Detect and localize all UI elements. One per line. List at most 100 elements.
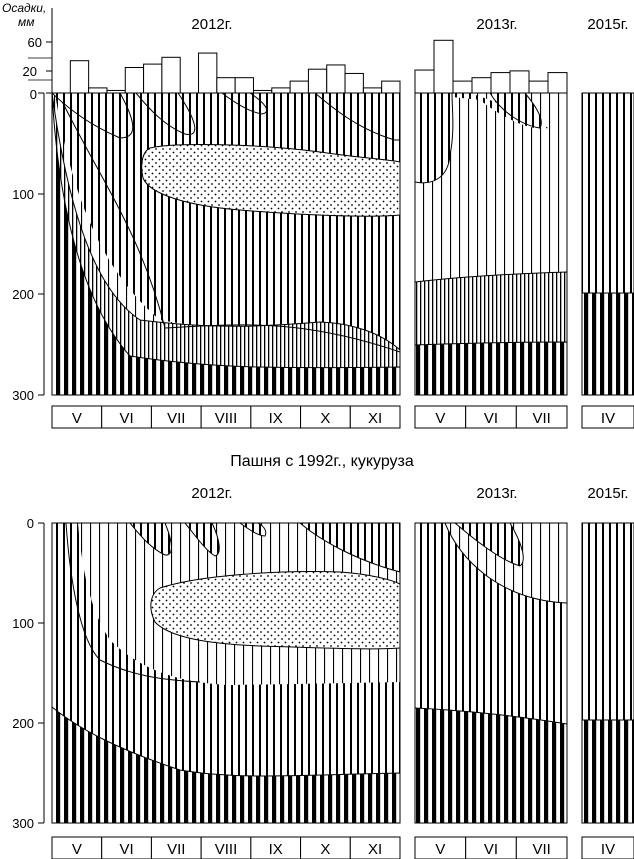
month-label: V bbox=[435, 410, 445, 427]
zones-2012 bbox=[52, 93, 400, 395]
zone-medium bbox=[582, 523, 634, 720]
depth-tick-label: 100 bbox=[12, 616, 34, 631]
month-label: VI bbox=[484, 410, 498, 427]
precip-bar bbox=[124, 67, 145, 94]
month-cell bbox=[349, 836, 401, 859]
bottom-panel: 2012г. 2013г. 2015г. 0 100 200 300 bbox=[12, 485, 634, 859]
month-label: VI bbox=[119, 410, 133, 427]
precip-bar bbox=[307, 68, 328, 94]
zone-dotted bbox=[150, 571, 400, 650]
zones-2013 bbox=[415, 93, 567, 395]
year-title-2013: 2013г. bbox=[476, 16, 517, 33]
zone-dense bbox=[415, 341, 567, 395]
precip-bar bbox=[547, 72, 568, 94]
precip-bar bbox=[381, 80, 401, 94]
zone-medium bbox=[582, 93, 634, 293]
year-title-2013: 2013г. bbox=[476, 485, 517, 502]
zones-2015 bbox=[582, 93, 634, 395]
panel-title-bottom: Пашня с 1992г., кукуруза bbox=[230, 453, 414, 470]
precip-bar bbox=[433, 39, 454, 94]
month-cell bbox=[581, 405, 634, 429]
zone-medium bbox=[415, 93, 548, 129]
depth-tick-label: 300 bbox=[12, 388, 34, 403]
zone-pocket bbox=[129, 523, 172, 556]
precip-bar bbox=[414, 69, 435, 94]
zone-pocket bbox=[415, 93, 454, 184]
year-title-2012: 2012г. bbox=[191, 16, 232, 33]
zone-pocket bbox=[489, 93, 542, 129]
precip-bar bbox=[528, 80, 549, 94]
precip-bar bbox=[344, 72, 364, 94]
month-label: VIII bbox=[215, 410, 238, 427]
zone-dense bbox=[415, 707, 567, 823]
zone-dense bbox=[52, 706, 400, 823]
month-label: IV bbox=[601, 410, 615, 427]
month-label: VII bbox=[532, 841, 550, 858]
month-label: VII bbox=[167, 410, 185, 427]
frame-2012 bbox=[51, 522, 401, 824]
year-title-2015: 2015г. bbox=[587, 485, 628, 502]
month-label: V bbox=[72, 841, 82, 858]
zone-pocket bbox=[52, 93, 134, 139]
precip-tick-label: 20 bbox=[23, 64, 37, 79]
zone-fine bbox=[52, 93, 400, 395]
precip-bar bbox=[216, 77, 236, 94]
zone-medium bbox=[52, 523, 400, 823]
precip-bar bbox=[362, 87, 383, 94]
month-label: X bbox=[320, 841, 330, 858]
zones-2012 bbox=[52, 523, 400, 823]
month-cell bbox=[349, 405, 401, 429]
month-cell bbox=[581, 836, 634, 859]
depth-tick-label: 200 bbox=[12, 287, 34, 302]
zones-2013 bbox=[415, 523, 567, 823]
month-label: V bbox=[72, 410, 82, 427]
precip-bar bbox=[234, 77, 254, 94]
month-label: VII bbox=[167, 841, 185, 858]
precip-bar bbox=[198, 52, 218, 94]
precip-bar bbox=[271, 87, 291, 94]
precipitation-bars-2012 bbox=[69, 52, 401, 94]
frame-2015 bbox=[581, 92, 634, 396]
month-label: IV bbox=[601, 841, 615, 858]
month-label: XI bbox=[368, 841, 382, 858]
month-label: VI bbox=[484, 841, 498, 858]
zone-dense bbox=[582, 293, 634, 395]
month-label: IX bbox=[269, 410, 283, 427]
precip-tick-label: 0 bbox=[30, 87, 37, 102]
precip-bar bbox=[452, 80, 473, 94]
precip-bar bbox=[69, 60, 90, 94]
top-panel: Осадки, мм 60 20 0 2012г. 2013г. 2015г. … bbox=[2, 1, 634, 429]
precip-bar bbox=[143, 63, 163, 94]
year-title-2015: 2015г. bbox=[587, 16, 628, 33]
month-strip-top: V VI VII VIII IX X XI V VI VII IV bbox=[51, 405, 634, 429]
depth-tick-label: 0 bbox=[27, 516, 34, 531]
precip-bar bbox=[471, 77, 492, 94]
month-label: IX bbox=[269, 841, 283, 858]
zone-pocket bbox=[221, 93, 268, 115]
frame-2013 bbox=[414, 522, 568, 824]
month-cell bbox=[515, 836, 568, 859]
zone-dotted bbox=[141, 144, 400, 217]
precip-bar bbox=[509, 70, 530, 94]
month-cell bbox=[515, 405, 568, 429]
zone-boundary bbox=[57, 93, 400, 353]
month-label: VII bbox=[532, 410, 550, 427]
depth-tick-label: 300 bbox=[12, 816, 34, 831]
zone-dense bbox=[582, 720, 634, 823]
frame-2012 bbox=[51, 92, 401, 396]
depth-tick-label: 100 bbox=[12, 187, 34, 202]
zone-pocket bbox=[184, 523, 220, 557]
month-label: V bbox=[435, 841, 445, 858]
zone-dense bbox=[52, 93, 400, 395]
precip-bar bbox=[161, 56, 181, 94]
zone-pocket bbox=[454, 523, 524, 567]
precip-axis-title: Осадки, bbox=[2, 1, 46, 15]
year-title-2012: 2012г. bbox=[191, 485, 232, 502]
zones-2015 bbox=[582, 523, 634, 823]
depth-tick-label: 200 bbox=[12, 716, 34, 731]
precip-axis-unit: мм bbox=[18, 15, 34, 29]
month-strip-bottom: V VI VII VIII IX X XI V VI VII IV bbox=[51, 836, 634, 859]
month-label: X bbox=[320, 410, 330, 427]
zone-pocket bbox=[135, 93, 196, 135]
